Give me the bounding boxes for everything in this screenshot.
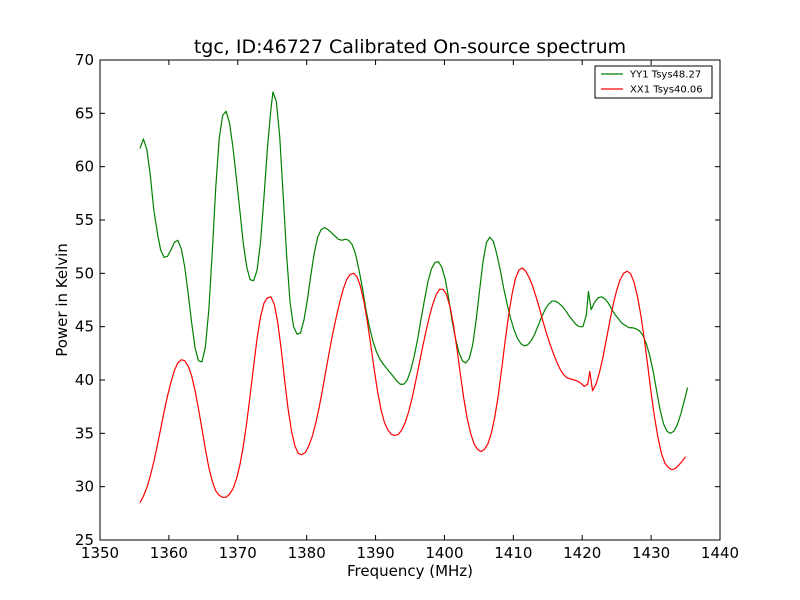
legend-box [594,65,713,99]
y-tick-label: 65 [75,104,94,122]
x-tick-label: 1430 [632,544,670,562]
y-tick-label: 25 [75,531,94,549]
series-layer [139,91,689,503]
y-axis-label: Power in Kelvin [53,243,71,357]
y-tick-label: 35 [75,424,94,442]
y-tick-label: 30 [75,478,94,496]
x-tick-label: 1420 [563,544,601,562]
x-tick-label: 1370 [219,544,257,562]
x-tick-label: 1360 [150,544,188,562]
series-line-yy1 [139,91,689,434]
y-tick-label: 40 [75,371,94,389]
x-tick-label: 1400 [425,544,463,562]
plot-frame [99,59,721,541]
legend-label-xx1: XX1 Tsys40.06 [630,85,703,96]
x-axis-label: Frequency (MHz) [347,562,473,580]
x-tick-label: 1350 [81,544,119,562]
y-tick-label: 60 [75,158,94,176]
y-tick-label: 70 [75,51,94,69]
x-tick-label: 1410 [494,544,532,562]
x-tick-label: 1380 [288,544,326,562]
legend: YY1 Tsys48.27 XX1 Tsys40.06 [594,65,713,99]
x-tick-label: 1390 [356,544,394,562]
x-tick-label: 1440 [701,544,739,562]
y-tick-label: 50 [75,264,94,282]
chart-title: tgc, ID:46727 Calibrated On-source spect… [194,36,626,58]
y-tick-label: 45 [75,318,94,336]
legend-label-yy1: YY1 Tsys48.27 [629,70,701,81]
y-tick-label: 55 [75,211,94,229]
ticks-layer: 1350 1360 1370 1380 1390 1400 1410 1420 1430 1440… [75,51,739,562]
series-line-xx1 [139,267,687,503]
